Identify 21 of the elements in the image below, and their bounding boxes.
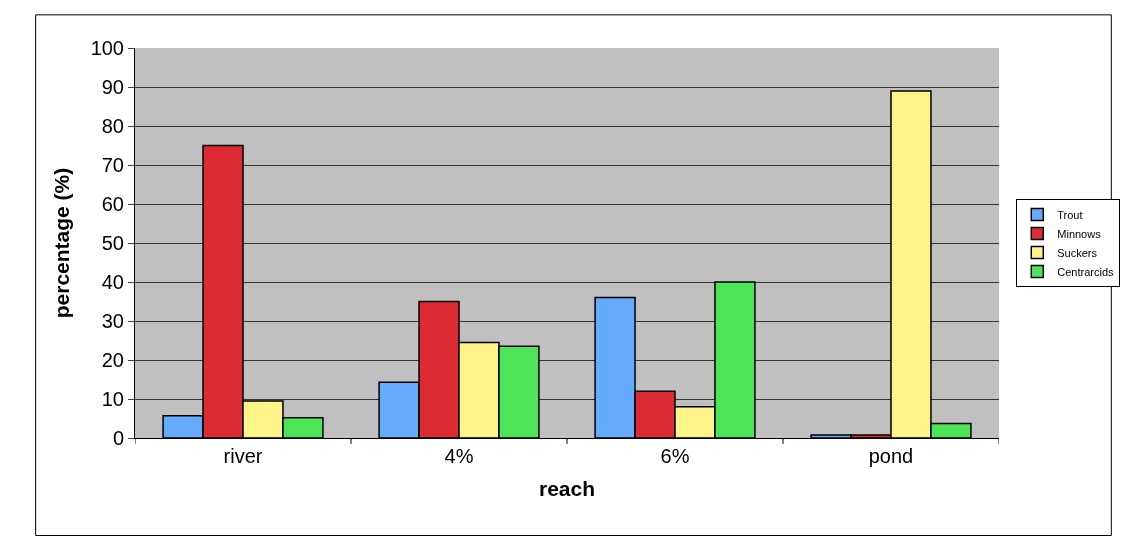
- legend-label: Minnows: [1057, 227, 1102, 240]
- x-axis-title: reach: [538, 477, 596, 501]
- y-tick-label: 100: [90, 37, 124, 59]
- x-tick-label: 6%: [660, 445, 690, 467]
- y-axis-title: percentage (%): [49, 167, 73, 319]
- x-tick-label: 4%: [444, 445, 474, 467]
- x-tick-label: pond: [868, 445, 914, 467]
- y-tick-label: 80: [101, 115, 124, 137]
- y-tick-label: 60: [101, 193, 124, 215]
- y-tick-label: 20: [101, 349, 124, 371]
- y-tick-label: 90: [101, 76, 124, 98]
- y-tick-label: 70: [101, 154, 124, 176]
- y-tick-label: 50: [101, 232, 124, 254]
- y-tick-label: 30: [101, 310, 124, 332]
- y-tick-label: 40: [101, 271, 124, 293]
- y-tick-label: 0: [112, 427, 124, 449]
- legend-label: Trout: [1057, 208, 1083, 221]
- y-tick-label: 10: [101, 388, 124, 410]
- x-tick-label: river: [223, 445, 263, 467]
- legend-label: Suckers: [1057, 246, 1098, 259]
- legend-label: Centrarcids: [1057, 265, 1115, 278]
